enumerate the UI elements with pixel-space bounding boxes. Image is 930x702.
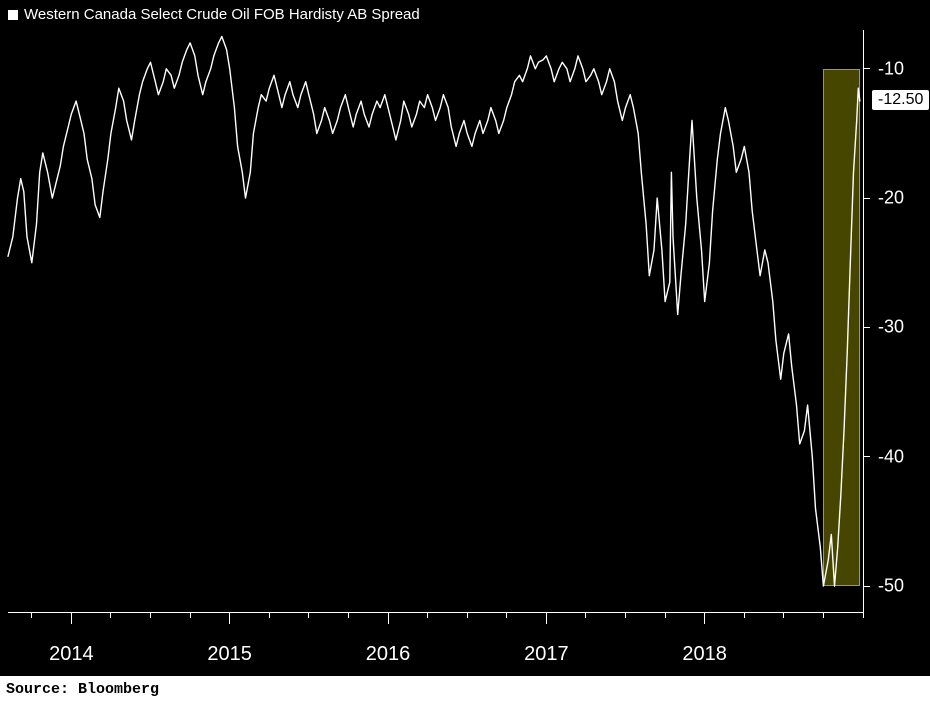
x-tick-major bbox=[704, 612, 705, 624]
price-series bbox=[0, 0, 930, 702]
chart-root: Western Canada Select Crude Oil FOB Hard… bbox=[0, 0, 930, 702]
last-price-box: -12.50 bbox=[872, 90, 929, 110]
x-tick-minor bbox=[348, 612, 349, 618]
y-axis-label: -50 bbox=[878, 576, 904, 597]
x-tick-minor bbox=[823, 612, 824, 618]
x-tick-minor bbox=[190, 612, 191, 618]
y-axis-line bbox=[863, 30, 864, 612]
x-axis-label: 2015 bbox=[207, 643, 252, 666]
x-tick-minor bbox=[625, 612, 626, 618]
x-tick-minor bbox=[308, 612, 309, 618]
x-axis-label: 2017 bbox=[524, 643, 569, 666]
x-tick-minor bbox=[863, 612, 864, 618]
x-tick-major bbox=[71, 612, 72, 624]
x-tick-minor bbox=[150, 612, 151, 618]
x-axis-label: 2016 bbox=[366, 643, 411, 666]
y-axis-label: -10 bbox=[878, 58, 904, 79]
x-tick-major bbox=[388, 612, 389, 624]
x-tick-minor bbox=[110, 612, 111, 618]
y-tick bbox=[863, 586, 870, 587]
x-axis-label: 2018 bbox=[682, 643, 727, 666]
y-tick bbox=[863, 68, 870, 69]
x-axis-line bbox=[8, 612, 863, 613]
y-axis-label: -20 bbox=[878, 188, 904, 209]
x-tick-minor bbox=[585, 612, 586, 618]
x-tick-major bbox=[229, 612, 230, 624]
y-tick bbox=[863, 456, 870, 457]
x-tick-minor bbox=[467, 612, 468, 618]
y-tick bbox=[863, 198, 870, 199]
y-axis-label: -30 bbox=[878, 317, 904, 338]
x-tick-minor bbox=[665, 612, 666, 618]
x-tick-major bbox=[546, 612, 547, 624]
x-axis-label: 2014 bbox=[49, 643, 94, 666]
y-axis-label: -40 bbox=[878, 446, 904, 467]
x-tick-minor bbox=[269, 612, 270, 618]
x-tick-minor bbox=[506, 612, 507, 618]
x-tick-minor bbox=[744, 612, 745, 618]
x-tick-minor bbox=[31, 612, 32, 618]
y-tick bbox=[863, 327, 870, 328]
x-tick-minor bbox=[427, 612, 428, 618]
x-tick-minor bbox=[783, 612, 784, 618]
